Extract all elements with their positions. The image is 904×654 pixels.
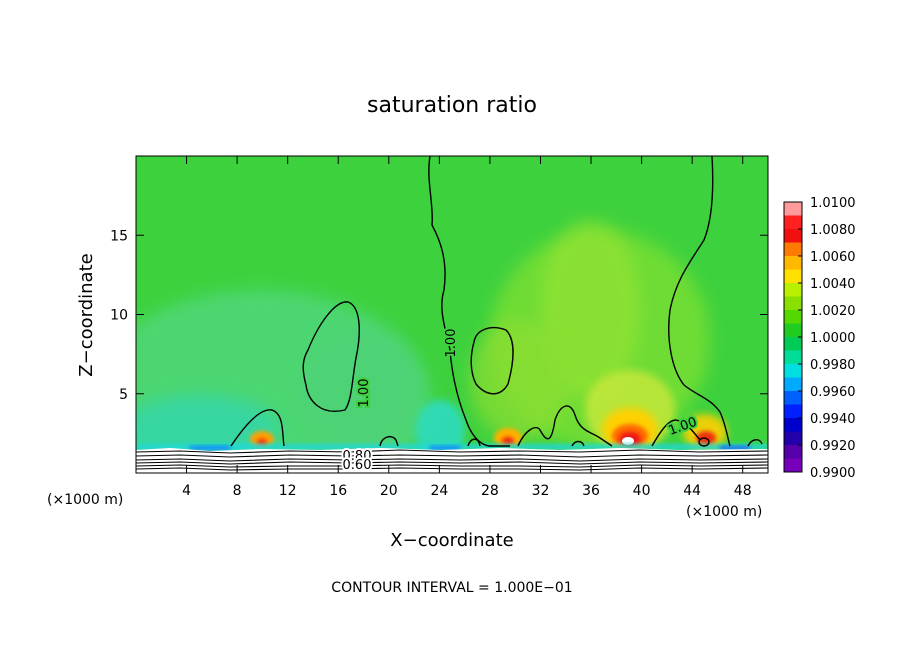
contour-label: 0.80 [343,449,372,464]
colorbar-swatch [784,404,802,419]
x-tick-label: 8 [233,483,242,499]
colorbar-label: 0.9920 [810,439,856,454]
x-tick-label: 20 [380,483,398,499]
chart-title: saturation ratio [367,93,537,118]
colorbar-swatch [784,242,802,257]
x-tick-label: 4 [182,483,191,499]
colorbar-swatch [784,296,802,311]
colorbar-swatch [784,391,802,405]
x-tick-label: 36 [582,483,600,499]
colorbar-swatch [784,445,802,459]
x-tick-label: 16 [329,483,347,499]
colorbar-swatch [784,269,802,284]
x-tick-label: 40 [633,483,651,499]
colorbar-swatch [784,256,802,270]
colorbar-label: 1.0100 [810,196,856,211]
colorbar-swatch [784,323,802,338]
x-tick-label: 44 [683,483,701,499]
x-tick-label: 12 [279,483,297,499]
colorbar-swatch [784,364,802,378]
x-unit-left: (×1000 m) [47,492,123,508]
colorbar-labels: 1.0100 1.0080 1.0060 1.0040 1.0020 1.0000 0.99… [798,196,856,481]
colorbar-swatch [784,310,802,324]
colorbar-swatch [784,458,802,473]
contour-label: 1.00 [444,329,459,358]
colorbar-label: 1.0040 [810,277,856,292]
colorbar-swatch [784,202,802,216]
colorbar-label: 0.9960 [810,385,856,400]
y-tick-label: 5 [119,387,128,403]
colorbar-label: 0.9900 [810,466,856,481]
y-axis-label: Z−coordinate [76,253,97,376]
contour-interval-note: CONTOUR INTERVAL = 1.000E−01 [331,580,572,596]
colorbar [783,201,803,473]
x-tick-label: 48 [734,483,752,499]
colorbar-swatch [784,418,802,432]
x-tick-label: 32 [532,483,550,499]
contour-label: 1.00 [357,379,372,408]
contour-label: 0.60 [343,458,372,473]
colorbar-label: 1.0080 [810,223,856,238]
y-tick-label: 10 [110,308,128,324]
colorbar-swatch [784,377,802,392]
colorbar-swatch [784,350,802,365]
colorbar-swatch [784,229,802,243]
x-tick-label: 28 [481,483,499,499]
colorbar-swatch [784,431,802,446]
colorbar-swatch [784,337,802,351]
colorbar-label: 0.9980 [810,358,856,373]
y-axis-ticks: 5 10 15 [110,228,768,403]
x-tick-label: 24 [430,483,448,499]
colorbar-label: 1.0020 [810,304,856,319]
x-axis-ticks: 4 8 12 16 20 24 28 32 36 40 44 48 [182,156,752,499]
x-axis-label: X−coordinate [390,530,513,551]
colorbar-label: 0.9940 [810,412,856,427]
colorbar-swatch [784,215,802,230]
colorbar-label: 1.0000 [810,331,856,346]
colorbar-label: 1.0060 [810,250,856,265]
colorbar-swatch [784,283,802,297]
y-tick-label: 15 [110,228,128,244]
x-unit-right: (×1000 m) [686,504,762,520]
heatmap-field: 1.00 1.00 1.00 0.80 0.60 [136,156,768,473]
